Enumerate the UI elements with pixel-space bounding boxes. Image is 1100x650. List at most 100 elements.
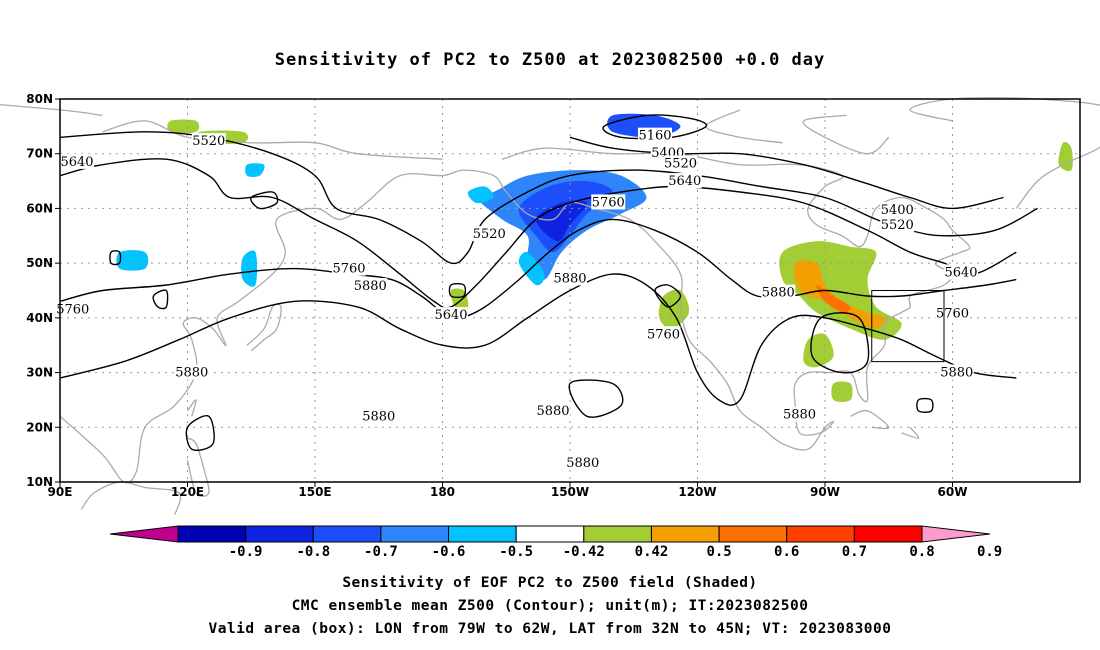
colorbar-segment [515,525,585,543]
lon-tick-label: 120W [678,485,716,499]
contour-label-bg [761,284,796,300]
lat-tick-label: 10N [26,475,53,489]
coastline [186,399,197,417]
contour-label: 5880 [566,456,599,471]
colorbar: -0.9 -0.8 -0.7 -0.6 -0.5 -0.42 0.42 0.5 0.6 0.7 0.… [109,525,1002,560]
contour-label: 5880 [553,271,586,286]
contour-label: 5880 [362,409,395,424]
contour-line [654,284,682,308]
lon-tick-label: 150W [551,485,589,499]
contour-line [59,273,1017,406]
shading-blob [167,119,200,134]
coastline [0,104,103,117]
z500-contours [59,114,1038,451]
shading-blob [793,260,885,329]
caption-shading: Sensitivity of EOF PC2 to Z500 field (Sh… [342,575,758,591]
contour-label-bg [591,194,626,210]
lon-tick-label: 180 [430,485,455,499]
contour-label-bg [361,408,396,424]
contour-label: 5520 [473,227,506,242]
contour-label: 5640 [668,174,701,189]
contour-label: 5640 [944,265,977,280]
contour-label: 5520 [664,157,697,172]
contour-label: 5760 [332,262,365,277]
shading-blob [658,289,690,329]
colorbar-label: -0.8 [296,544,330,560]
contour-label-bg [191,133,226,149]
contour-label: 5760 [592,195,625,210]
colorbar-segment [312,525,382,543]
contour-line [109,250,122,266]
coastline [909,97,1100,209]
colorbar-segment [718,525,788,543]
coastlines [0,97,1100,515]
contour-label-bg [565,454,600,470]
colorbar-segment [650,525,720,543]
contour-line [59,218,1017,319]
contour-label: 5880 [354,279,387,294]
colorbar-label: 0.8 [909,544,934,560]
contour-label: 5880 [536,404,569,419]
colorbar-label: 0.5 [706,544,731,560]
contour-line [568,379,624,418]
contour-label-bg [353,278,388,294]
colorbar-label: 0.9 [977,544,1002,560]
contour-label-bg [60,153,94,169]
colorbar-label: 0.6 [774,544,799,560]
lat-lon-grid [60,99,1080,482]
contour-line [185,415,215,451]
lat-axis: 80N 70N 60N 50N 40N 30N 20N 10N [26,92,60,489]
contour-label-bg [332,260,366,276]
contour-label: 5160 [638,129,671,144]
contour-line [250,191,279,210]
lat-tick-label: 60N [26,201,53,215]
colorbar-label: -0.7 [364,544,398,560]
lon-tick-label: 60W [938,485,968,499]
contour-line [810,312,870,374]
contour-line [602,114,708,140]
shading-blob [245,163,265,177]
shading-blob [831,381,853,402]
caption-valid-area: Valid area (box): LON from 79W to 62W, L… [208,621,892,637]
colorbar-segment [786,525,855,543]
coastline [705,109,783,144]
lat-tick-label: 50N [26,256,53,270]
contour-line [569,136,1004,210]
coastline [802,114,890,155]
colorbar-segment [245,525,314,543]
coastline [901,426,920,439]
lon-tick-label: 90E [48,485,73,499]
contour-label-bg [880,202,915,218]
colorbar-segment [448,525,517,543]
contour-label: 5880 [940,366,973,381]
coastline [59,147,971,484]
contour-label: 5880 [762,286,795,301]
shading-blob [241,250,258,287]
contour-label: 5520 [881,218,914,233]
contour-label-bg [472,226,507,242]
shading-blob [116,250,149,271]
colorbar-label: -0.6 [432,544,466,560]
colorbar-segment [380,525,450,543]
contour-label: 5640 [434,308,467,323]
contour-label-bg [663,155,698,171]
contour-label-bg [638,127,672,143]
contour-line [59,158,1017,309]
contour-label-bg [536,402,570,418]
sensitivity-shading [116,113,1073,402]
lon-axis: 90E 120E 150E 180 150W 120W 90W 60W [48,482,968,499]
contour-label: 5880 [783,408,816,423]
lat-tick-label: 40N [26,311,53,325]
colorbar-low-arrow [109,525,179,543]
colorbar-segment [583,525,652,543]
contour-label-bg [944,264,978,280]
contour-label: 5640 [60,155,93,170]
lat-tick-label: 20N [26,420,53,434]
contour-label-bg [55,301,90,317]
colorbar-label: -0.5 [499,544,533,560]
coastline [850,409,890,430]
contour-label-bg [434,307,468,323]
contour-labels: 5520564051605400552056405760552057605880… [55,127,978,471]
lat-tick-label: 70N [26,147,53,161]
shading-blob [1058,141,1073,172]
